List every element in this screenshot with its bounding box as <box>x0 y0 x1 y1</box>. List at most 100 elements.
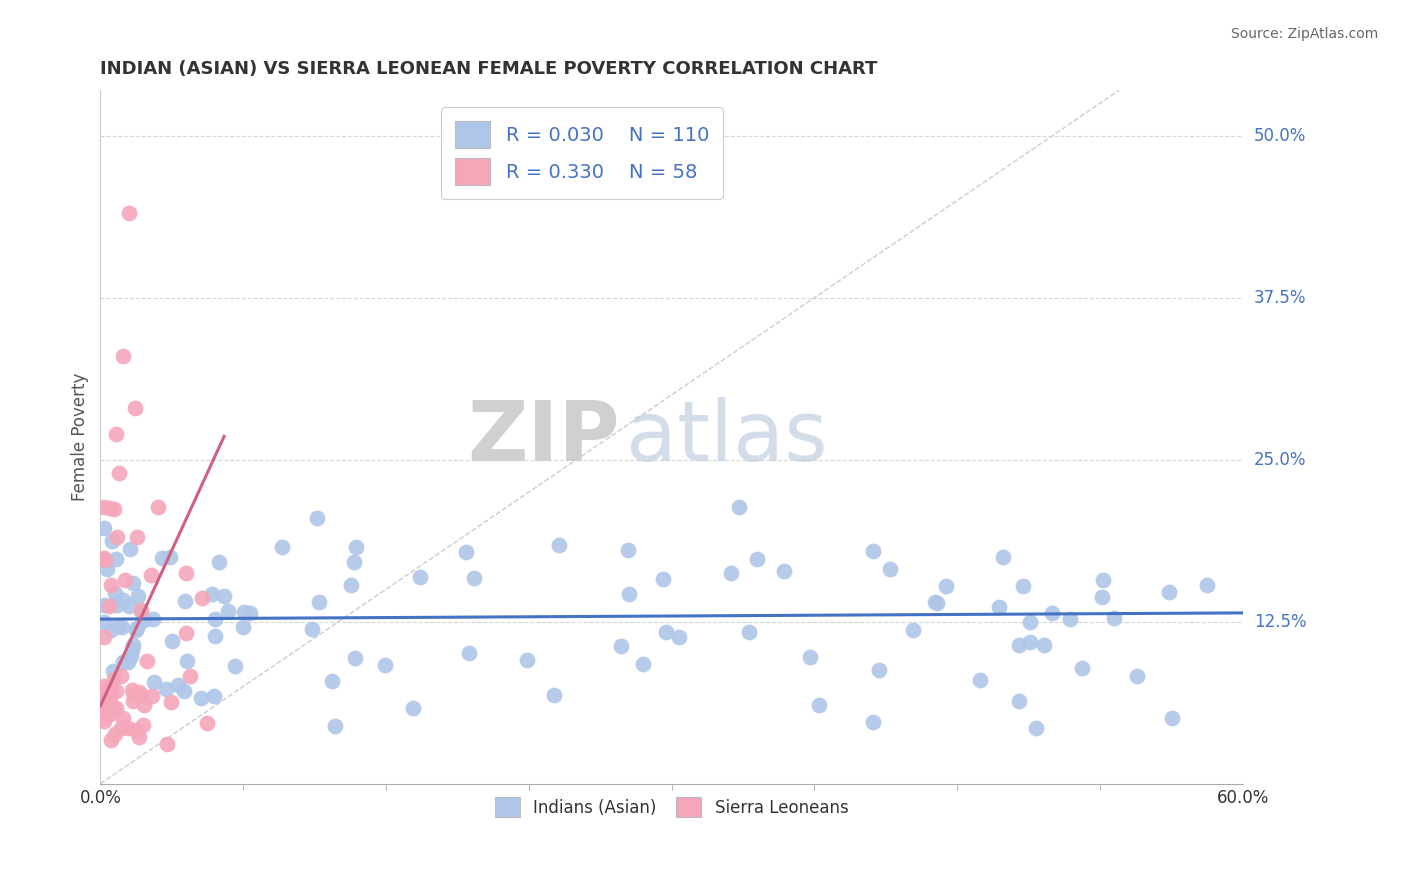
Point <box>1059 612 1081 626</box>
Point <box>103 672 125 686</box>
Point <box>101 703 124 717</box>
Point <box>728 500 751 515</box>
Point <box>104 552 127 566</box>
Point <box>159 549 181 564</box>
Text: 37.5%: 37.5% <box>1254 289 1306 307</box>
Point <box>308 595 330 609</box>
Point <box>195 716 218 731</box>
Point <box>93 706 115 720</box>
Point <box>93 689 115 703</box>
Point <box>344 541 367 555</box>
Point <box>117 721 139 735</box>
Point <box>118 206 141 220</box>
Point <box>668 630 690 644</box>
Point <box>105 598 128 612</box>
Point <box>122 575 145 590</box>
Point <box>105 684 128 698</box>
Point <box>232 620 254 634</box>
Point <box>111 620 134 634</box>
Point <box>104 701 127 715</box>
Point <box>617 587 640 601</box>
Point <box>631 657 654 671</box>
Legend: Indians (Asian), Sierra Leoneans: Indians (Asian), Sierra Leoneans <box>488 790 855 824</box>
Point <box>862 544 884 558</box>
Point <box>271 540 294 554</box>
Point <box>924 595 946 609</box>
Point <box>129 603 152 617</box>
Point <box>162 634 184 648</box>
Point <box>110 669 132 683</box>
Point <box>988 599 1011 614</box>
Point <box>176 566 198 581</box>
Point <box>747 552 769 566</box>
Point <box>129 688 152 702</box>
Point <box>323 719 346 733</box>
Point <box>103 501 125 516</box>
Point <box>101 664 124 678</box>
Point <box>124 688 146 702</box>
Point <box>343 555 366 569</box>
Point <box>120 542 142 557</box>
Point <box>1071 661 1094 675</box>
Point <box>463 571 485 585</box>
Point <box>179 669 201 683</box>
Point <box>1104 611 1126 625</box>
Point <box>112 349 135 363</box>
Point <box>98 707 121 722</box>
Point <box>202 689 225 703</box>
Point <box>156 737 179 751</box>
Point <box>107 619 129 633</box>
Point <box>100 732 122 747</box>
Text: ZIP: ZIP <box>468 397 620 477</box>
Point <box>132 717 155 731</box>
Point <box>121 694 143 708</box>
Point <box>543 688 565 702</box>
Point <box>136 654 159 668</box>
Point <box>127 621 149 635</box>
Point <box>208 555 231 569</box>
Point <box>121 643 143 657</box>
Point <box>190 691 212 706</box>
Point <box>217 604 239 618</box>
Point <box>1008 694 1031 708</box>
Point <box>118 599 141 613</box>
Point <box>1091 590 1114 604</box>
Point <box>93 700 115 714</box>
Point <box>655 625 678 640</box>
Point <box>807 698 830 712</box>
Point <box>339 578 361 592</box>
Point <box>868 663 890 677</box>
Point <box>104 426 127 441</box>
Point <box>1011 578 1033 592</box>
Text: atlas: atlas <box>626 397 828 477</box>
Point <box>129 604 152 618</box>
Point <box>969 673 991 687</box>
Point <box>925 596 948 610</box>
Point <box>173 684 195 698</box>
Point <box>224 659 246 673</box>
Point <box>738 625 761 640</box>
Point <box>93 693 115 707</box>
Point <box>125 530 148 544</box>
Point <box>93 683 115 698</box>
Point <box>344 651 367 665</box>
Point <box>104 727 127 741</box>
Point <box>1157 585 1180 599</box>
Point <box>111 655 134 669</box>
Point <box>101 533 124 548</box>
Point <box>176 654 198 668</box>
Point <box>232 605 254 619</box>
Point <box>799 649 821 664</box>
Point <box>93 679 115 693</box>
Point <box>167 678 190 692</box>
Point <box>110 722 132 736</box>
Point <box>100 623 122 637</box>
Point <box>720 566 742 580</box>
Point <box>617 542 640 557</box>
Point <box>879 562 901 576</box>
Point <box>111 711 134 725</box>
Point <box>96 562 118 576</box>
Point <box>174 594 197 608</box>
Point <box>174 626 197 640</box>
Text: 50.0%: 50.0% <box>1254 127 1306 145</box>
